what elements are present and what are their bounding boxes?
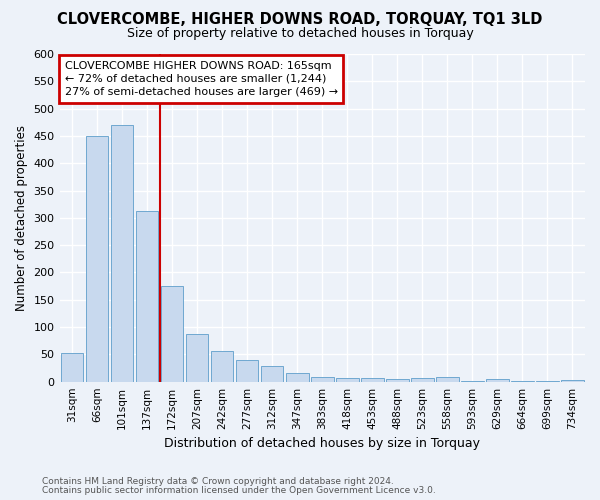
Y-axis label: Number of detached properties: Number of detached properties (15, 125, 28, 311)
Bar (561, 380, 584, 382)
Bar (136, 212, 158, 382)
Bar (511, 381, 534, 382)
Bar (536, 381, 559, 382)
Bar (186, 334, 208, 382)
Bar (411, 378, 434, 382)
Text: Contains public sector information licensed under the Open Government Licence v3: Contains public sector information licen… (42, 486, 436, 495)
Bar (311, 378, 334, 382)
Bar (236, 360, 259, 382)
Bar (86, 136, 109, 382)
Text: Size of property relative to detached houses in Torquay: Size of property relative to detached ho… (127, 28, 473, 40)
Bar (261, 366, 283, 382)
Bar (336, 378, 359, 382)
Bar (111, 125, 133, 382)
Bar (161, 286, 184, 382)
Bar (61, 352, 83, 382)
Text: CLOVERCOMBE, HIGHER DOWNS ROAD, TORQUAY, TQ1 3LD: CLOVERCOMBE, HIGHER DOWNS ROAD, TORQUAY,… (58, 12, 542, 28)
Bar (211, 351, 233, 382)
Text: CLOVERCOMBE HIGHER DOWNS ROAD: 165sqm
← 72% of detached houses are smaller (1,24: CLOVERCOMBE HIGHER DOWNS ROAD: 165sqm ← … (65, 60, 338, 97)
X-axis label: Distribution of detached houses by size in Torquay: Distribution of detached houses by size … (164, 437, 480, 450)
Bar (436, 378, 458, 382)
Bar (486, 380, 509, 382)
Text: Contains HM Land Registry data © Crown copyright and database right 2024.: Contains HM Land Registry data © Crown c… (42, 477, 394, 486)
Bar (386, 379, 409, 382)
Bar (361, 378, 383, 382)
Bar (286, 374, 308, 382)
Bar (461, 381, 484, 382)
